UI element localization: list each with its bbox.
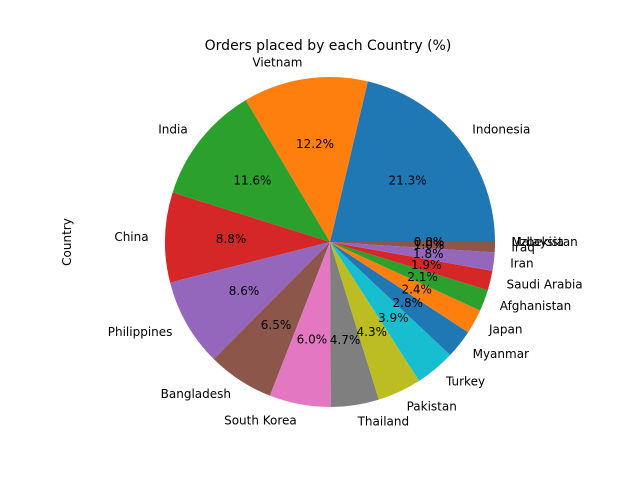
pct-label-japan: 2.4% [401,283,432,297]
pct-label-china: 8.8% [216,232,247,246]
label-china: China [114,230,148,244]
pct-label-bangladesh: 6.5% [261,318,292,332]
slice-pakistan [330,242,420,400]
label-japan: Japan [488,323,522,337]
label-uzbekistan: Uzbekistan [512,235,578,249]
label-bangladesh: Bangladesh [161,387,231,401]
label-malaysia: Malaysia [512,235,564,249]
label-south-korea: South Korea [224,413,297,427]
label-afghanistan: Afghanistan [500,299,571,313]
slice-indonesia [330,81,495,242]
pct-label-afghanistan: 2.1% [407,270,438,284]
pct-label-pakistan: 4.3% [357,325,388,339]
label-myanmar: Myanmar [473,347,529,361]
slice-iraq [330,242,495,253]
pct-label-myanmar: 2.8% [393,296,424,310]
slice-philippines [170,242,330,360]
pie-slices [165,77,495,408]
slice-iran [330,242,495,271]
label-philippines: Philippines [108,325,173,339]
chart-title: Orders placed by each Country (%) [205,38,452,54]
pct-label-iraq: 1.0% [414,238,445,252]
label-saudi-arabia: Saudi Arabia [507,277,583,291]
label-thailand: Thailand [357,414,410,428]
label-vietnam: Vietnam [252,56,302,70]
slice-south-korea [269,242,331,408]
y-axis-label: Country [60,218,74,266]
pct-label-vietnam: 12.2% [296,137,334,151]
slice-afghanistan [330,242,488,311]
pct-label-malaysia: 0.0% [414,235,445,249]
label-iran: Iran [510,257,533,271]
pct-label-south-korea: 6.0% [297,332,328,346]
pct-label-india: 11.6% [233,174,271,188]
slice-thailand [330,242,379,407]
pct-label-philippines: 8.6% [229,284,260,298]
label-indonesia: Indonesia [472,122,530,136]
pct-label-saudi-arabia: 1.9% [411,258,442,272]
slice-myanmar [330,242,469,356]
slice-india [172,100,330,243]
pct-label-turkey: 3.9% [378,311,409,325]
pct-label-indonesia: 21.3% [389,174,427,188]
pct-label-thailand: 4.7% [330,333,361,347]
slice-turkey [330,242,451,381]
pct-label-uzbekistan: 0.0% [414,235,445,249]
label-iraq: Iraq [511,241,534,255]
slice-china [165,192,330,283]
pie-labels: Indonesia 21.3% Vietnam 12.2% India 11.6% Chin… [108,56,583,429]
slice-saudi-arabia [330,242,493,291]
slice-bangladesh [213,242,330,396]
label-india: India [158,122,187,136]
slice-vietnam [245,77,368,242]
slice-japan [330,242,481,333]
pct-label-iran: 1.8% [413,247,444,261]
label-pakistan: Pakistan [407,400,457,414]
label-turkey: Turkey [445,375,485,389]
